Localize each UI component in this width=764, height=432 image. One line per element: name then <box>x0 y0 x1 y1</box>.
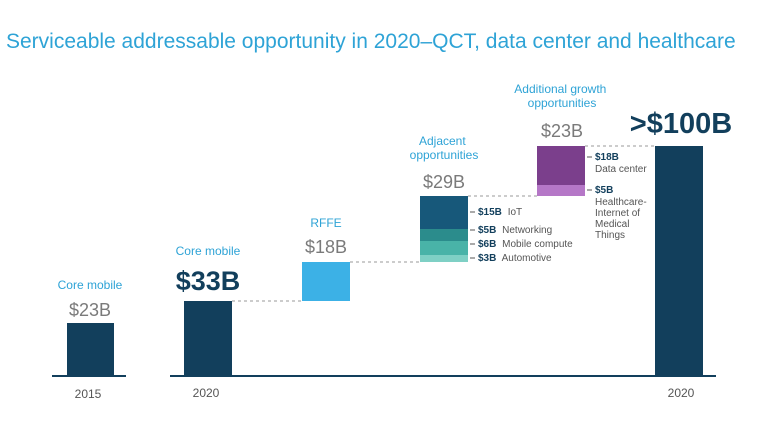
svg-text:$3B Automotive: $3B Automotive <box>478 253 552 264</box>
segment-iot <box>420 196 468 229</box>
x-label-2020-total: 2020 <box>668 386 695 400</box>
segment-name-healthcare-line-3: Medical <box>595 219 629 230</box>
segment-mobile-compute <box>420 241 468 255</box>
segment-automotive <box>420 255 468 262</box>
value-label-additional: $23B <box>541 121 583 141</box>
category-label-adjacent-line-1: Adjacent <box>419 134 466 148</box>
segment-label-automotive: $3B Automotive <box>470 253 552 264</box>
segment-networking <box>420 229 468 241</box>
category-label-core-2020: Core mobile <box>176 244 241 258</box>
category-label-core-2015: Core mobile <box>58 278 123 292</box>
segment-name-healthcare-line-2: Internet of <box>595 208 640 219</box>
segment-label-networking: $5B Networking <box>470 225 552 236</box>
segment-label-healthcare: $5B Healthcare- Internet of Medical Thin… <box>587 185 649 241</box>
value-label-total: >$100B <box>630 108 732 140</box>
bar-core-mobile-2015 <box>67 323 114 376</box>
svg-text:$15B IoT: $15B IoT <box>478 207 522 218</box>
value-label-core-2015: $23B <box>69 300 111 320</box>
category-label-rffe: RFFE <box>310 216 341 230</box>
bar-core-mobile-2020 <box>184 301 232 376</box>
chart-title: Serviceable addressable opportunity in 2… <box>6 30 736 53</box>
segment-name-networking: Networking <box>502 225 552 236</box>
x-label-2020-core: 2020 <box>193 386 220 400</box>
value-label-rffe: $18B <box>305 237 347 257</box>
segment-amount-iot: $15B <box>478 207 502 218</box>
segment-name-healthcare-line-1: Healthcare- <box>595 197 647 208</box>
svg-text:$6B Mobile compute: $6B Mobile compute <box>478 239 573 250</box>
segment-amount-mobile-compute: $6B <box>478 239 496 250</box>
segment-name-iot: IoT <box>508 207 522 218</box>
segment-name-healthcare-line-4: Things <box>595 230 625 241</box>
x-label-2015: 2015 <box>75 387 102 401</box>
category-label-additional-line-2: opportunities <box>528 96 597 110</box>
svg-text:$5B Networking: $5B Networking <box>478 225 552 236</box>
bar-total-2020 <box>655 146 703 376</box>
segment-label-mobile-compute: $6B Mobile compute <box>470 239 573 250</box>
segment-name-automotive: Automotive <box>502 253 552 264</box>
segment-amount-healthcare: $5B <box>595 185 613 196</box>
category-label-additional: Additional growth opportunities <box>514 82 609 110</box>
segment-data-center <box>537 146 585 185</box>
value-label-core-2020: $33B <box>176 266 241 296</box>
category-label-additional-line-1: Additional growth <box>514 82 606 96</box>
segment-name-mobile-compute: Mobile compute <box>502 239 573 250</box>
segment-amount-networking: $5B <box>478 225 496 236</box>
category-label-adjacent-line-2: opportunities <box>410 148 479 162</box>
segment-name-data-center: Data center <box>595 164 647 175</box>
segment-amount-automotive: $3B <box>478 253 496 264</box>
segment-label-data-center: $18B Data center <box>587 152 647 175</box>
category-label-adjacent: Adjacent opportunities <box>410 134 479 162</box>
segment-amount-data-center: $18B <box>595 152 619 163</box>
segment-healthcare <box>537 185 585 196</box>
segment-name-healthcare: Healthcare- Internet of Medical Things <box>595 197 649 241</box>
value-label-adjacent: $29B <box>423 172 465 192</box>
segment-label-iot: $15B IoT <box>470 207 522 218</box>
bar-rffe <box>302 262 350 301</box>
